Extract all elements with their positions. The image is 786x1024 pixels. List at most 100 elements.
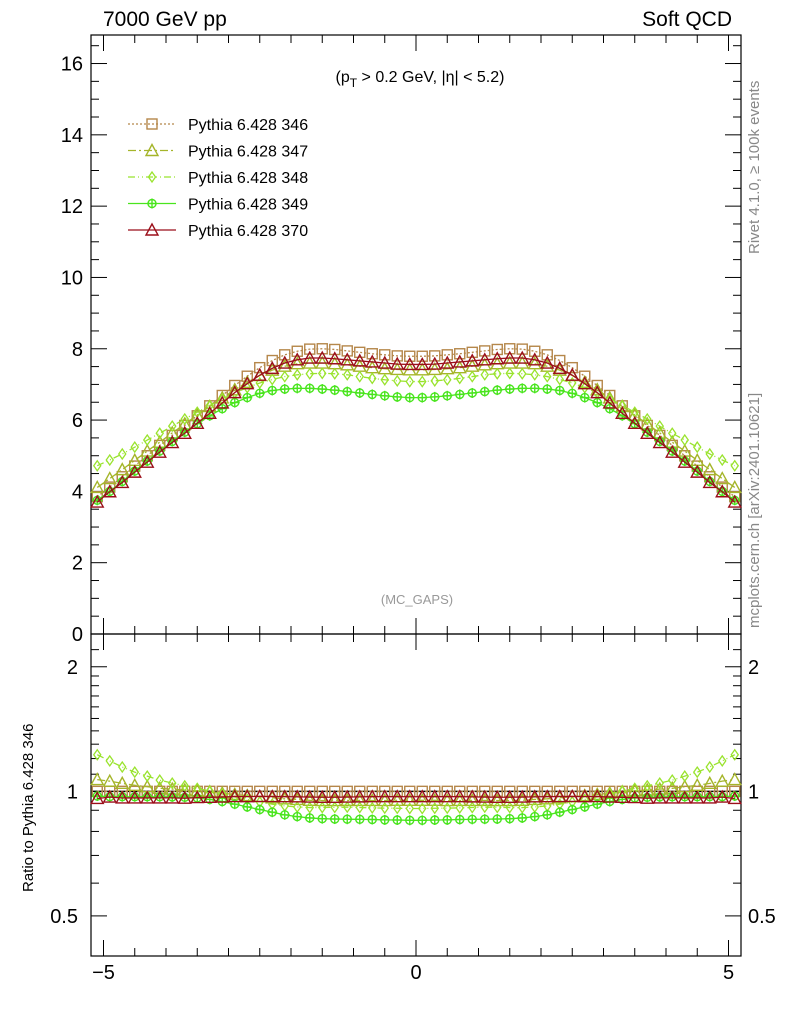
ratio-point-s348 <box>105 754 115 768</box>
data-point-s348 <box>730 459 740 472</box>
ratio-point-s349 <box>354 814 365 825</box>
ratio-point-s348 <box>492 801 502 814</box>
legend-marker <box>147 170 157 184</box>
data-point-s346 <box>516 343 528 355</box>
data-point-s348 <box>480 368 490 381</box>
ratio-point-s347 <box>452 793 467 807</box>
ratio-point-s349 <box>242 801 253 812</box>
data-point-s349 <box>279 384 290 395</box>
ratio-point-s347 <box>315 793 330 807</box>
data-point-s348 <box>117 447 127 461</box>
data-point-s346 <box>229 379 241 392</box>
data-point-s348 <box>92 459 102 472</box>
data-point-s370 <box>627 415 642 429</box>
data-point-s349 <box>567 388 578 399</box>
data-point-s349 <box>467 387 478 398</box>
ratio-point-s348 <box>355 801 365 814</box>
ratio-point-s348 <box>467 801 477 814</box>
ratio-point-s349 <box>379 814 390 825</box>
y-tick-label: 4 <box>72 481 83 503</box>
data-point-s346 <box>404 350 416 362</box>
ratio-line-s349 <box>97 795 735 821</box>
data-point-s348 <box>392 374 402 387</box>
data-point-s348 <box>205 399 215 412</box>
data-point-s370 <box>677 454 692 468</box>
data-point-s370 <box>340 352 355 366</box>
data-point-s348 <box>355 370 365 383</box>
data-point-s346 <box>304 343 316 355</box>
ratio-point-s370 <box>115 790 130 804</box>
ratio-point-s349 <box>304 812 315 823</box>
ratio-point-s348 <box>667 774 677 787</box>
data-point-s348 <box>142 433 152 447</box>
data-point-s348 <box>717 453 727 467</box>
ratio-point-s347 <box>402 792 417 807</box>
ratio-point-s347 <box>515 792 530 807</box>
ratio-point-s370 <box>552 789 567 803</box>
ratio-point-s370 <box>190 790 205 804</box>
ratio-point-s370 <box>152 790 167 804</box>
ratio-point-s370 <box>565 788 580 803</box>
ratio-point-s349 <box>554 807 565 818</box>
ratio-y-axis: 0.5 0.5 1 1 2 2 <box>50 649 776 928</box>
header-left-label: 7000 GeV pp <box>103 8 227 31</box>
ratio-point-s370 <box>352 789 367 803</box>
ratio-point-s370 <box>127 790 142 804</box>
ratio-point-s347 <box>690 777 705 792</box>
ratio-point-s348 <box>155 774 165 787</box>
data-point-s348 <box>380 373 390 386</box>
data-point-s370 <box>152 444 167 458</box>
ratio-point-s349 <box>317 813 328 824</box>
data-point-s370 <box>302 350 317 364</box>
ratio-point-s346 <box>479 785 491 798</box>
ratio-point-s348 <box>405 802 415 815</box>
ratio-point-s347 <box>277 791 292 805</box>
data-point-s346 <box>479 345 491 357</box>
ratio-point-s347 <box>415 792 430 807</box>
ratio-point-s370 <box>615 789 630 804</box>
data-point-s346 <box>241 370 253 382</box>
data-point-s348 <box>567 376 577 390</box>
ratio-point-s349 <box>417 815 428 826</box>
data-point-s348 <box>180 412 190 426</box>
ratio-point-s370 <box>302 789 317 803</box>
data-point-s349 <box>254 388 265 399</box>
data-point-s370 <box>465 353 480 367</box>
ratio-point-s370 <box>640 790 655 804</box>
ratio-line-s348 <box>96 754 736 810</box>
y-tick-label: 6 <box>72 410 83 432</box>
data-point-s349 <box>554 385 565 396</box>
ratio-point-s349 <box>442 814 453 825</box>
data-point-s346 <box>504 343 516 355</box>
ratio-point-s347 <box>390 792 405 807</box>
ratio-point-s349 <box>454 814 465 825</box>
ratio-point-s370 <box>690 790 705 804</box>
ratio-point-s348 <box>655 776 665 790</box>
data-point-s370 <box>102 484 117 498</box>
data-point-s346 <box>316 343 328 355</box>
data-point-s349 <box>429 391 440 402</box>
ratio-point-s349 <box>429 814 440 825</box>
data-point-s347 <box>690 452 705 467</box>
ratio-point-s348 <box>717 754 727 768</box>
ratio-point-s347 <box>102 773 117 787</box>
series-line-s348 <box>96 372 736 467</box>
ratio-point-s348 <box>517 801 527 814</box>
legend-label: Pythia 6.428 370 <box>188 223 308 240</box>
ratio-point-s370 <box>702 790 717 804</box>
data-point-s348 <box>317 367 327 380</box>
ratio-point-s370 <box>652 790 667 804</box>
ratio-point-s347 <box>327 793 342 807</box>
data-point-s346 <box>579 370 591 382</box>
plot-title: (pT > 0.2 GeV, |η| < 5.2) <box>336 69 505 90</box>
data-point-s346 <box>354 346 366 359</box>
ratio-tick-label: 0.5 <box>50 906 78 928</box>
data-point-s349 <box>354 387 365 398</box>
ratio-point-s348 <box>430 802 440 815</box>
ratio-point-s347 <box>352 792 367 807</box>
data-point-s347 <box>702 462 717 476</box>
ratio-point-s370 <box>90 791 105 805</box>
ratio-point-s370 <box>440 789 455 803</box>
y-tick-label: 2 <box>72 553 83 575</box>
